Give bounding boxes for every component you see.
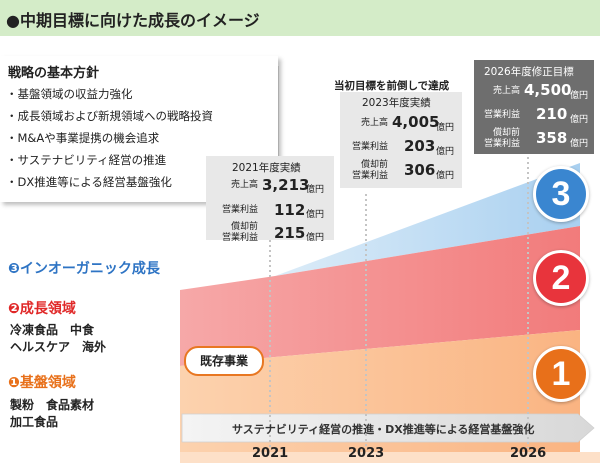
inorganic-area xyxy=(275,163,580,276)
circle-2: 2 xyxy=(533,250,589,306)
metric-value: 112 xyxy=(274,201,306,219)
metric-value: 203 xyxy=(404,137,436,155)
metric-value: 306 xyxy=(404,161,436,179)
metric-unit: 億円 xyxy=(570,115,589,125)
inorganic-label: ❸インオーガニック成長 xyxy=(8,261,160,277)
metric-value: 3,213 xyxy=(262,176,310,194)
metric-value: 358 xyxy=(536,129,568,147)
strategy-item: ・M&Aや事業提携の機会追求 xyxy=(6,131,160,145)
metric-unit: 億円 xyxy=(570,91,589,101)
strategy-item: ・サステナビリティ経営の推進 xyxy=(6,153,167,167)
metric-unit: 億円 xyxy=(436,123,455,133)
metric-label: 営業利益 xyxy=(483,110,520,120)
metric-unit: 億円 xyxy=(436,171,455,181)
growth-area xyxy=(180,226,580,366)
metric-unit: 億円 xyxy=(436,147,455,157)
year-label: 2026 xyxy=(510,446,547,461)
strategy-item: ・基盤領域の収益力強化 xyxy=(6,87,133,101)
strategy-item: ・DX推進等による経営基盤強化 xyxy=(6,175,172,189)
growth-detail: 冷凍食品 中食 xyxy=(10,323,95,337)
year-label: 2021 xyxy=(252,446,289,461)
year-label: 2023 xyxy=(348,446,385,461)
callout-2026-caption: 2026年度修正目標 xyxy=(484,66,574,78)
title-bar xyxy=(0,0,600,36)
page-title: ●中期目標に向けた成長のイメージ xyxy=(6,11,260,30)
existing-business-badge: 既存事業 xyxy=(184,346,264,376)
strategy-title: 戦略の基本方針 xyxy=(8,66,100,81)
metric-unit: 億円 xyxy=(306,233,325,243)
circle-3: 3 xyxy=(533,166,589,222)
metric-label: 営業利益 xyxy=(221,205,258,215)
metric-value: 4,500 xyxy=(524,81,572,99)
metric-label: 営業利益 xyxy=(351,142,388,152)
callout-2026: 2026年度修正目標 売上高 4,500 億円 営業利益 210 億円 償却前 … xyxy=(474,60,594,154)
growth-label: ❷成長領域 xyxy=(8,301,76,317)
callout-2023-headline: 当初目標を前倒しで達成 xyxy=(334,80,450,92)
metric-label: 償却前 営業利益 xyxy=(221,222,258,243)
metric-unit: 億円 xyxy=(306,185,325,195)
growth-detail: ヘルスケア 海外 xyxy=(10,340,107,354)
bottom-strip xyxy=(180,452,600,463)
callout-2023-caption: 2023年度実績 xyxy=(362,97,431,109)
callout-2021-caption: 2021年度実績 xyxy=(232,162,301,174)
metric-value: 215 xyxy=(274,224,306,242)
base-label: ❶基盤領域 xyxy=(8,375,76,391)
metric-label: 償却前 営業利益 xyxy=(483,128,520,149)
base-detail: 加工食品 xyxy=(10,415,59,429)
base-detail: 製粉 食品素材 xyxy=(10,398,95,412)
metric-label: 償却前 営業利益 xyxy=(351,160,388,181)
metric-label: 売上高 xyxy=(360,118,388,128)
metric-unit: 億円 xyxy=(570,139,589,149)
metric-label: 売上高 xyxy=(492,86,520,96)
strategy-item: ・成長領域および新規領域への戦略投資 xyxy=(6,109,213,123)
bottom-arrow-label: サステナビリティ経営の推進・DX推進等による経営基盤強化 xyxy=(232,423,535,436)
bottom-arrow-shape xyxy=(181,413,595,443)
metric-value: 4,005 xyxy=(392,113,440,131)
metric-label: 売上高 xyxy=(230,180,258,190)
metric-unit: 億円 xyxy=(306,210,325,220)
metric-value: 210 xyxy=(536,105,568,123)
callout-2021 xyxy=(206,156,334,240)
callout-2023 xyxy=(340,92,462,188)
circle-1: 1 xyxy=(533,346,589,402)
